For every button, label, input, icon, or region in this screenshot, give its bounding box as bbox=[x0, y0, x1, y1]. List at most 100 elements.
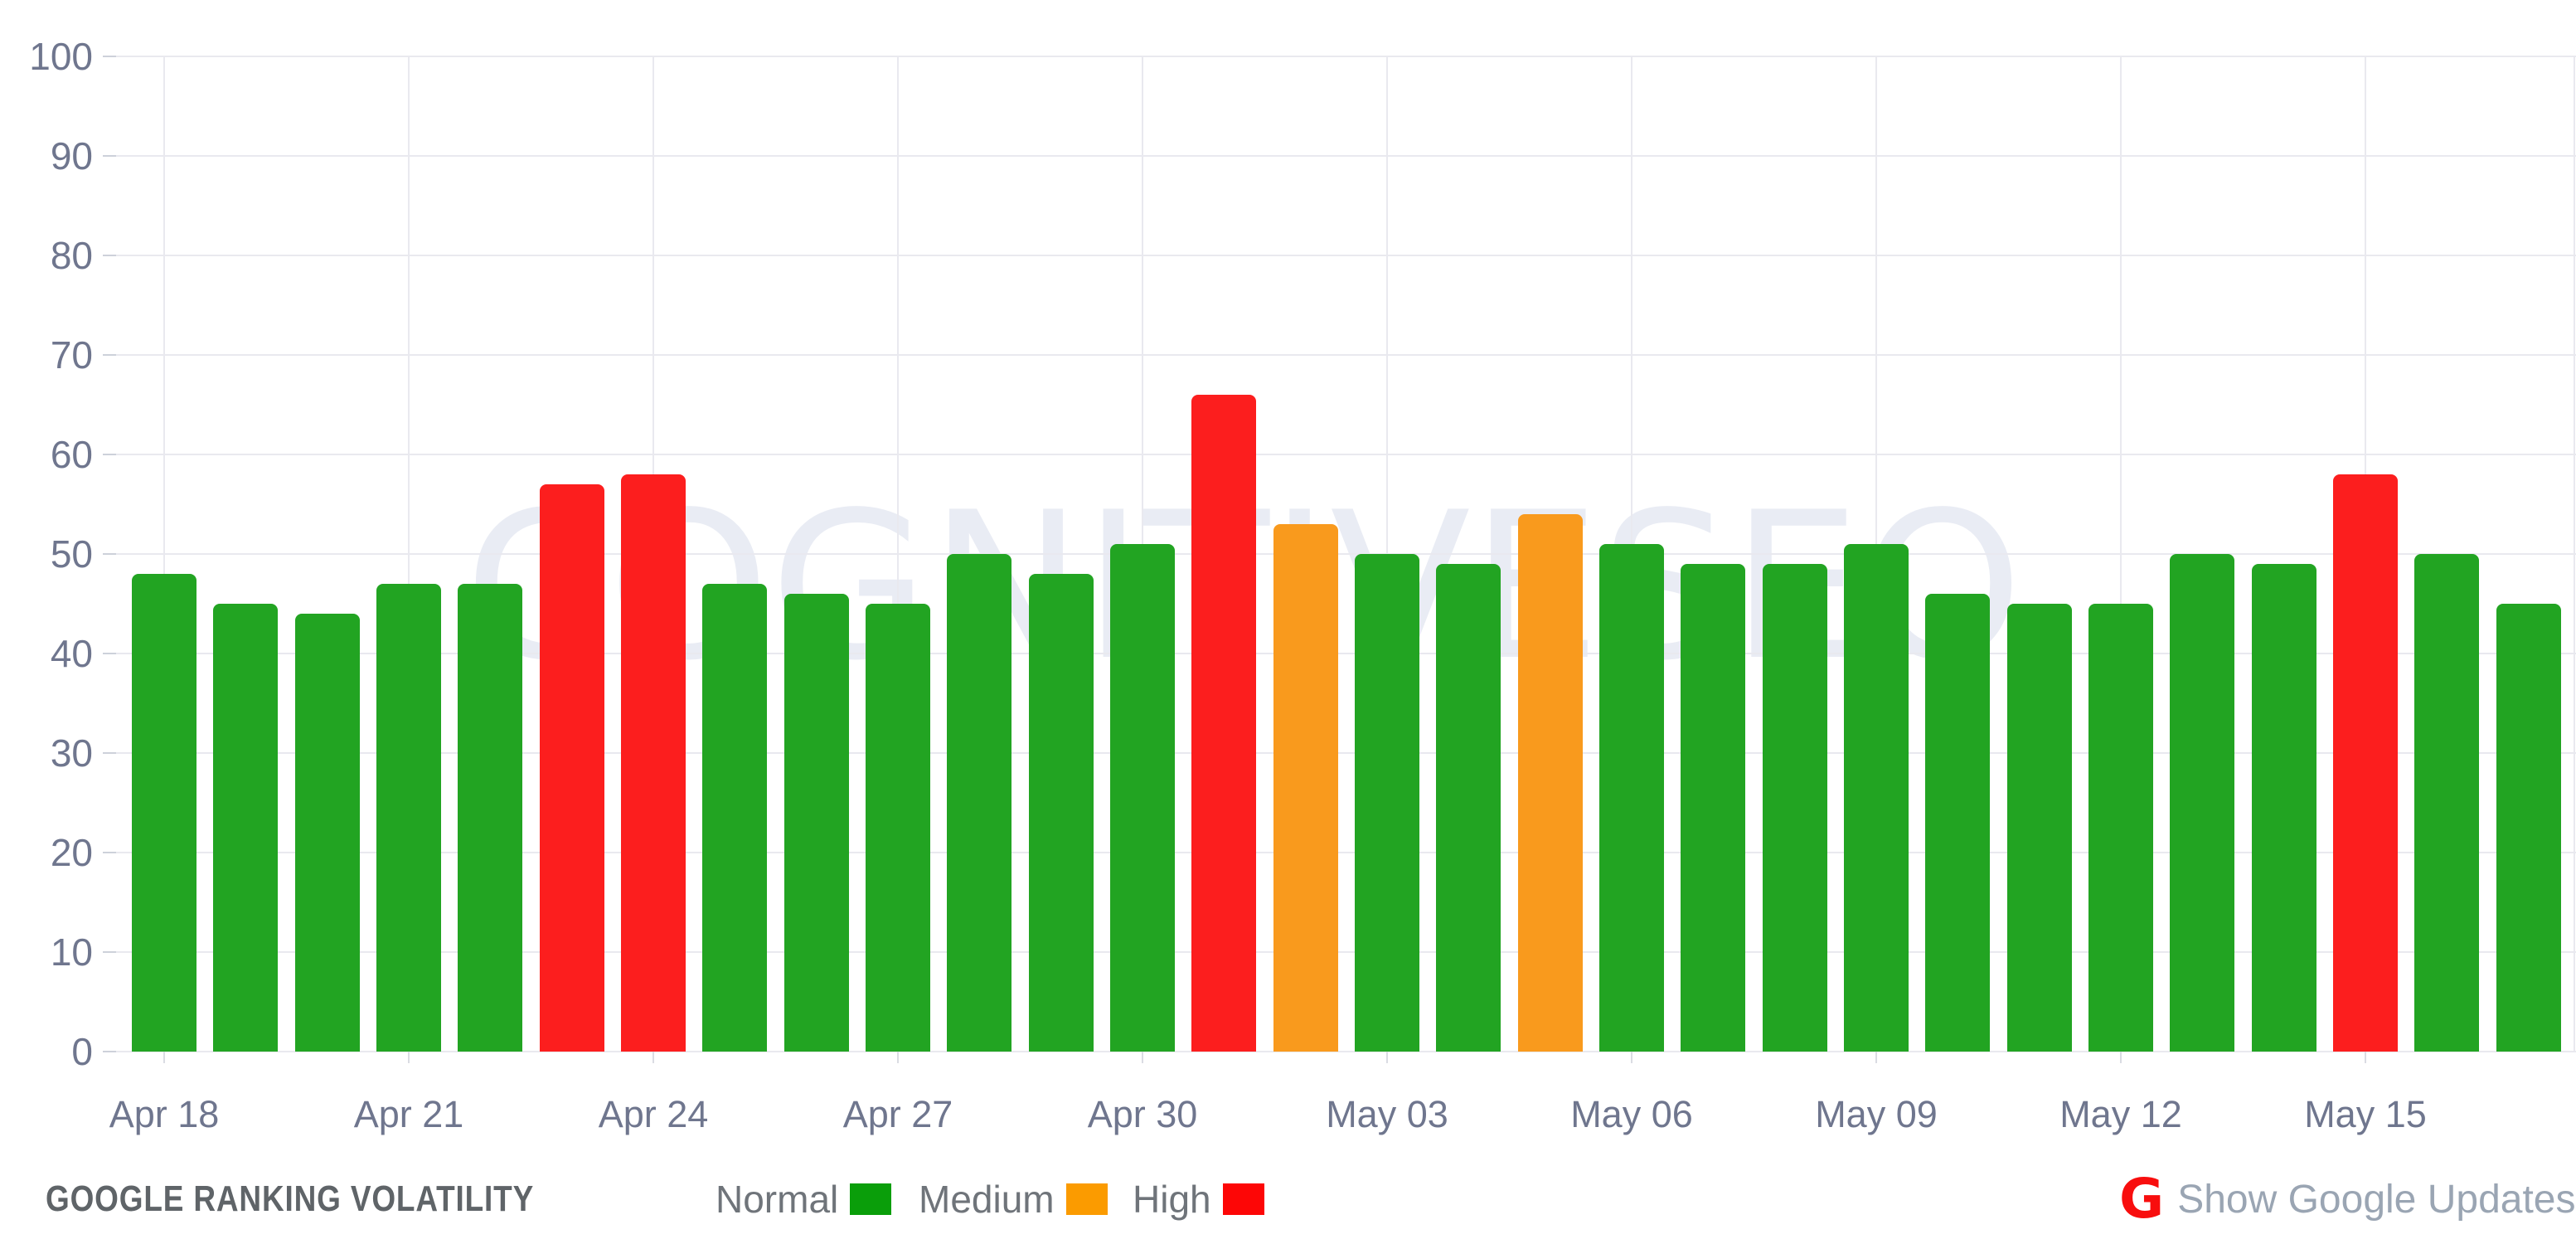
y-axis-tick bbox=[103, 56, 116, 57]
legend-label-high: High bbox=[1133, 1178, 1211, 1221]
chart-footer: GOOGLE RANKING VOLATILITY Normal Medium … bbox=[0, 1164, 2576, 1234]
grid-line-v bbox=[407, 56, 410, 1052]
bar-may-02[interactable] bbox=[1273, 524, 1338, 1052]
grid-line-h bbox=[116, 56, 2576, 57]
legend-swatch-normal bbox=[850, 1183, 892, 1215]
x-axis-tick bbox=[1385, 1052, 1388, 1063]
legend-item-normal: Normal bbox=[716, 1164, 892, 1234]
bar-may-05[interactable] bbox=[1517, 514, 1583, 1052]
bar-may-07[interactable] bbox=[1681, 564, 1746, 1052]
bar-may-09[interactable] bbox=[1843, 544, 1909, 1052]
y-axis-tick bbox=[103, 155, 116, 157]
x-axis-label: May 03 bbox=[1326, 1093, 1448, 1135]
bar-may-11[interactable] bbox=[2006, 604, 2072, 1052]
x-axis-tick bbox=[2364, 1052, 2366, 1063]
legend-label-normal: Normal bbox=[716, 1178, 839, 1221]
bar-apr-23[interactable] bbox=[539, 484, 604, 1052]
grid-line-h bbox=[116, 454, 2576, 455]
bar-may-16[interactable] bbox=[2414, 554, 2480, 1052]
bar-may-01[interactable] bbox=[1191, 395, 1257, 1052]
bar-apr-21[interactable] bbox=[376, 584, 441, 1052]
grid-line-h bbox=[116, 1051, 2576, 1052]
bar-may-08[interactable] bbox=[1762, 564, 1827, 1052]
bar-may-17[interactable] bbox=[2496, 604, 2561, 1052]
y-axis-label: 40 bbox=[50, 632, 93, 675]
x-axis-label: May 12 bbox=[2059, 1093, 2182, 1135]
x-axis-label: Apr 18 bbox=[109, 1093, 220, 1135]
bar-apr-19[interactable] bbox=[213, 604, 279, 1052]
y-axis-label: 90 bbox=[50, 134, 93, 177]
x-axis-tick bbox=[1630, 1052, 1632, 1063]
legend-item-high: High bbox=[1133, 1164, 1264, 1234]
grid-line-h bbox=[116, 653, 2576, 654]
grid-line-h bbox=[116, 354, 2576, 356]
google-g-icon: G bbox=[2119, 1167, 2165, 1231]
y-axis-tick bbox=[103, 951, 116, 953]
x-axis-label: Apr 27 bbox=[842, 1093, 953, 1135]
bar-may-10[interactable] bbox=[1925, 594, 1991, 1052]
x-axis-tick bbox=[1875, 1052, 1877, 1063]
x-axis-label: May 06 bbox=[1570, 1093, 1693, 1135]
y-axis-tick bbox=[103, 852, 116, 853]
legend-label-medium: Medium bbox=[919, 1178, 1055, 1221]
legend-swatch-high bbox=[1222, 1183, 1264, 1215]
chart-title: GOOGLE RANKING VOLATILITY bbox=[46, 1178, 535, 1219]
x-axis-tick bbox=[163, 1052, 165, 1063]
x-axis-label: Apr 21 bbox=[353, 1093, 464, 1135]
legend-item-medium: Medium bbox=[919, 1164, 1108, 1234]
x-axis-tick bbox=[1141, 1052, 1143, 1063]
bar-may-06[interactable] bbox=[1598, 544, 1664, 1052]
bar-apr-22[interactable] bbox=[458, 584, 523, 1052]
legend-swatch-medium bbox=[1065, 1183, 1108, 1215]
show-google-updates-button[interactable]: G Show Google Updates bbox=[2119, 1164, 2576, 1234]
y-axis-tick bbox=[103, 752, 116, 754]
bar-may-14[interactable] bbox=[2251, 564, 2316, 1052]
y-axis-label: 0 bbox=[71, 1030, 93, 1073]
x-axis-tick bbox=[407, 1052, 410, 1063]
x-axis-label: Apr 24 bbox=[598, 1093, 709, 1135]
bar-apr-18[interactable] bbox=[132, 574, 196, 1052]
y-axis-label: 50 bbox=[50, 532, 93, 576]
x-axis-tick bbox=[2119, 1052, 2122, 1063]
bar-apr-25[interactable] bbox=[702, 584, 768, 1052]
grid-line-h bbox=[116, 951, 2576, 953]
x-axis-label: Apr 30 bbox=[1087, 1093, 1198, 1135]
y-axis-tick bbox=[103, 553, 116, 555]
y-axis-tick bbox=[103, 354, 116, 356]
bar-apr-30[interactable] bbox=[1109, 544, 1175, 1052]
bar-may-12[interactable] bbox=[2088, 604, 2153, 1052]
x-axis-tick bbox=[896, 1052, 899, 1063]
y-axis-label: 100 bbox=[29, 35, 93, 78]
bar-may-04[interactable] bbox=[1436, 564, 1501, 1052]
y-axis-tick bbox=[103, 1051, 116, 1052]
x-axis-label: May 15 bbox=[2304, 1093, 2427, 1135]
bar-apr-27[interactable] bbox=[865, 604, 930, 1052]
bar-apr-29[interactable] bbox=[1028, 574, 1094, 1052]
grid-line-h bbox=[116, 255, 2576, 256]
bar-apr-24[interactable] bbox=[620, 474, 686, 1052]
y-axis-tick bbox=[103, 454, 116, 455]
grid-line-h bbox=[116, 752, 2576, 754]
y-axis-label: 10 bbox=[50, 930, 93, 974]
x-axis-label: May 09 bbox=[1815, 1093, 1938, 1135]
grid-line-h bbox=[116, 852, 2576, 853]
grid-line-h bbox=[116, 553, 2576, 555]
grid-line-v bbox=[163, 56, 165, 1052]
grid-line-v bbox=[896, 56, 899, 1052]
y-axis-label: 20 bbox=[50, 831, 93, 874]
y-axis-label: 60 bbox=[50, 433, 93, 476]
y-axis-tick bbox=[103, 255, 116, 256]
bar-may-13[interactable] bbox=[2170, 554, 2235, 1052]
bar-may-15[interactable] bbox=[2332, 474, 2398, 1052]
grid-line-v bbox=[2119, 56, 2122, 1052]
y-axis-label: 80 bbox=[50, 234, 93, 277]
grid-line-h bbox=[116, 155, 2576, 157]
y-axis-label: 30 bbox=[50, 731, 93, 775]
x-axis-tick bbox=[652, 1052, 654, 1063]
bar-apr-28[interactable] bbox=[947, 554, 1012, 1052]
bar-may-03[interactable] bbox=[1354, 554, 1419, 1052]
bar-apr-20[interactable] bbox=[294, 614, 360, 1052]
y-axis-label: 70 bbox=[50, 333, 93, 377]
bar-apr-26[interactable] bbox=[783, 594, 849, 1052]
